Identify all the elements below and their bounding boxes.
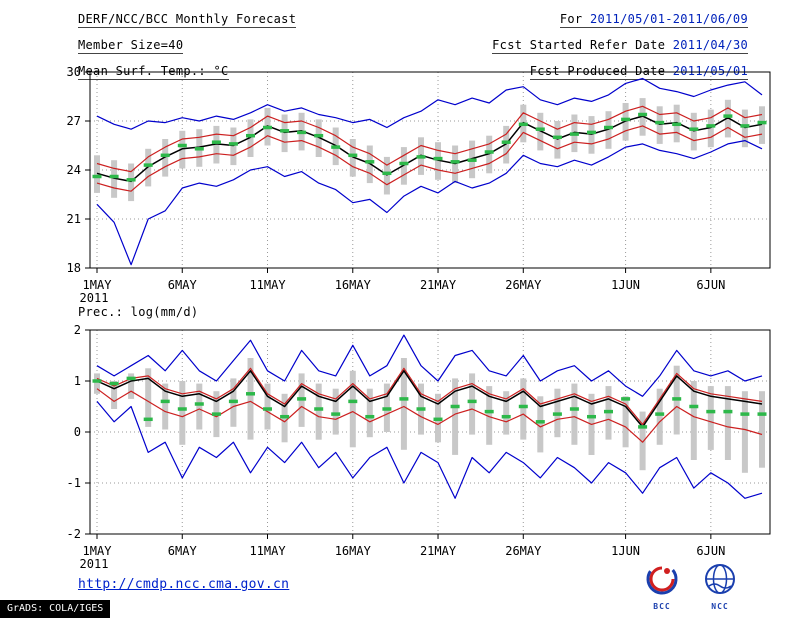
svg-text:26MAY: 26MAY bbox=[505, 278, 542, 292]
svg-text:2: 2 bbox=[74, 323, 81, 337]
svg-text:6MAY: 6MAY bbox=[168, 278, 198, 292]
page-title: DERF/NCC/BCC Monthly Forecast bbox=[78, 8, 297, 28]
svg-text:-2: -2 bbox=[67, 527, 81, 541]
temp-chart-title: Mean Surf. Temp.: °C bbox=[78, 60, 296, 80]
member-size-label: Member Size=40 bbox=[78, 34, 296, 54]
page-title-text: DERF/NCC/BCC Monthly Forecast bbox=[78, 12, 297, 28]
svg-text:-1: -1 bbox=[67, 476, 81, 490]
svg-text:6MAY: 6MAY bbox=[168, 544, 198, 558]
series-ensemble-mean bbox=[96, 370, 763, 428]
gridlines bbox=[90, 329, 770, 535]
produced-date-value: 2011/05/01 bbox=[672, 64, 748, 78]
svg-text:6JUN: 6JUN bbox=[696, 544, 725, 558]
svg-text:30: 30 bbox=[67, 65, 81, 79]
svg-text:1MAY: 1MAY bbox=[83, 278, 113, 292]
svg-text:1JUN: 1JUN bbox=[611, 278, 640, 292]
produced-date-label: Fcst Produced Date bbox=[529, 64, 673, 78]
header-left: DERF/NCC/BCC Monthly Forecast Member Siz… bbox=[78, 8, 297, 86]
gridlines bbox=[90, 71, 770, 269]
svg-text:21MAY: 21MAY bbox=[420, 278, 457, 292]
svg-text:21MAY: 21MAY bbox=[420, 544, 457, 558]
series-ensemble-max bbox=[96, 77, 763, 130]
bcc-logo-label: BCC bbox=[653, 602, 671, 611]
site-url[interactable]: http://cmdp.ncc.cma.gov.cn bbox=[78, 577, 290, 592]
ncc-logo-icon bbox=[705, 564, 735, 594]
series-lower-quartile bbox=[96, 125, 763, 192]
series-observation bbox=[92, 376, 767, 429]
svg-text:1MAY: 1MAY bbox=[83, 544, 113, 558]
refer-date-value: 2011/04/30 bbox=[672, 38, 748, 52]
temp-chart-title-text: Mean Surf. Temp.: °C bbox=[78, 64, 229, 80]
series-observation bbox=[92, 112, 767, 182]
ncc-logo-label: NCC bbox=[711, 602, 729, 611]
svg-text:1JUN: 1JUN bbox=[611, 544, 640, 558]
svg-text:2011: 2011 bbox=[80, 557, 109, 571]
series-ensemble-min bbox=[96, 401, 763, 499]
svg-text:21: 21 bbox=[67, 212, 81, 226]
svg-text:18: 18 bbox=[67, 261, 81, 275]
ncc-logo: NCC bbox=[698, 562, 742, 611]
member-size-text: Member Size=40 bbox=[78, 38, 184, 54]
bcc-logo: BCC bbox=[640, 562, 684, 611]
prec-chart-title: Prec.: log(mm/d) bbox=[78, 305, 199, 319]
grads-credit: GrADS: COLA/IGES bbox=[0, 600, 111, 618]
series-upper-quartile bbox=[96, 367, 763, 426]
refer-date: Fcst Started Refer Date 2011/04/30 bbox=[492, 34, 748, 54]
series-ensemble-max bbox=[96, 334, 763, 397]
refer-date-label: Fcst Started Refer Date bbox=[492, 38, 673, 52]
svg-text:16MAY: 16MAY bbox=[335, 278, 372, 292]
svg-text:0: 0 bbox=[74, 425, 81, 439]
svg-text:24: 24 bbox=[67, 163, 81, 177]
svg-text:2011: 2011 bbox=[80, 291, 109, 305]
forecast-range-value: 2011/05/01-2011/06/09 bbox=[589, 12, 748, 26]
svg-text:6JUN: 6JUN bbox=[696, 278, 725, 292]
svg-text:1: 1 bbox=[74, 374, 81, 388]
bcc-logo-icon bbox=[646, 563, 678, 595]
svg-text:27: 27 bbox=[67, 114, 81, 128]
svg-text:16MAY: 16MAY bbox=[335, 544, 372, 558]
series-upper-quartile bbox=[96, 105, 763, 173]
series-ensemble-mean bbox=[96, 115, 763, 183]
series-ensemble-min bbox=[96, 139, 763, 266]
series-lower-quartile bbox=[96, 388, 763, 443]
forecast-range: For 2011/05/01-2011/06/09 bbox=[492, 8, 748, 28]
logos: BCC NCC bbox=[640, 562, 742, 611]
svg-text:11MAY: 11MAY bbox=[249, 278, 286, 292]
forecast-range-label: For bbox=[559, 12, 590, 26]
svg-text:11MAY: 11MAY bbox=[249, 544, 286, 558]
svg-text:26MAY: 26MAY bbox=[505, 544, 542, 558]
